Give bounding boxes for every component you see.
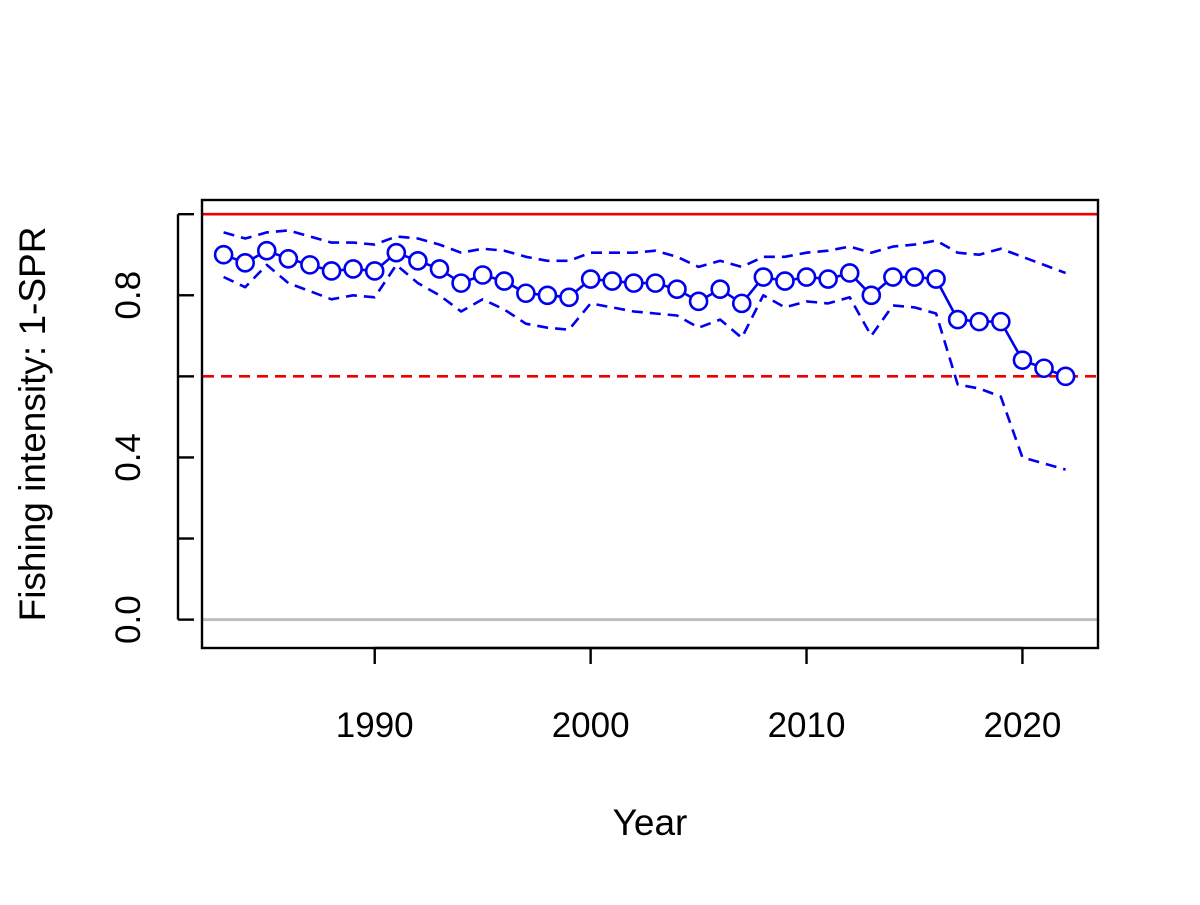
x-tick-label-2020: 2020 xyxy=(983,706,1061,745)
estimate-point-2010 xyxy=(796,267,817,287)
x-tick-label-2000: 2000 xyxy=(552,706,630,745)
x-tick-label-2010: 2010 xyxy=(768,706,846,745)
y-tick-label-0-8: 0.8 xyxy=(109,271,148,320)
estimate-point-1983 xyxy=(213,244,234,265)
x-axis-title: Year xyxy=(613,802,688,843)
estimate-point-1987 xyxy=(300,255,320,275)
y-axis-title: Fishing intensity: 1-SPR xyxy=(12,227,53,622)
estimate-point-1992 xyxy=(408,251,428,271)
estimate-point-2020 xyxy=(1012,350,1033,370)
estimate-point-2016 xyxy=(926,269,946,289)
estimate-point-2012 xyxy=(839,263,860,283)
estimate-point-1985 xyxy=(256,240,277,261)
estimate-point-1997 xyxy=(516,283,536,304)
y-tick-label-0-0: 0.0 xyxy=(109,595,148,644)
estimate-point-1995 xyxy=(472,265,493,285)
estimate-point-1991 xyxy=(386,242,407,263)
estimate-point-1986 xyxy=(278,248,299,269)
estimate-point-1999 xyxy=(559,287,579,308)
estimate-point-1988 xyxy=(321,261,342,281)
estimate-point-2017 xyxy=(947,309,968,330)
estimate-point-1990 xyxy=(364,261,385,281)
estimate-point-2015 xyxy=(904,267,925,287)
estimate-point-1993 xyxy=(429,259,450,279)
lower-interval-line xyxy=(223,263,1066,471)
estimate-point-2009 xyxy=(775,271,795,291)
estimate-point-2001 xyxy=(602,271,623,291)
estimate-point-2003 xyxy=(645,273,666,293)
estimate-line xyxy=(223,249,1067,378)
estimate-point-1998 xyxy=(537,285,558,306)
upper-interval-line xyxy=(223,229,1067,275)
x-tick-label-1990: 1990 xyxy=(336,706,414,745)
estimate-point-2018 xyxy=(969,311,990,332)
estimate-point-2021 xyxy=(1034,358,1054,379)
estimate-point-2000 xyxy=(580,269,601,289)
y-tick-label-0-4: 0.4 xyxy=(109,433,148,482)
estimate-point-2002 xyxy=(624,273,644,293)
estimate-point-2014 xyxy=(883,267,903,287)
estimate-point-2005 xyxy=(688,291,709,312)
estimate-point-2022 xyxy=(1055,366,1076,387)
estimate-point-2006 xyxy=(710,279,730,299)
estimate-point-2007 xyxy=(731,293,752,314)
estimate-point-2011 xyxy=(818,269,838,289)
estimate-point-2019 xyxy=(991,311,1011,332)
estimate-point-1996 xyxy=(494,271,515,291)
estimate-point-1984 xyxy=(235,253,255,273)
estimate-point-1989 xyxy=(343,259,363,279)
estimate-point-2008 xyxy=(753,267,774,287)
estimate-point-2013 xyxy=(861,285,882,306)
estimate-point-1994 xyxy=(451,273,471,293)
estimate-point-2004 xyxy=(667,279,687,299)
